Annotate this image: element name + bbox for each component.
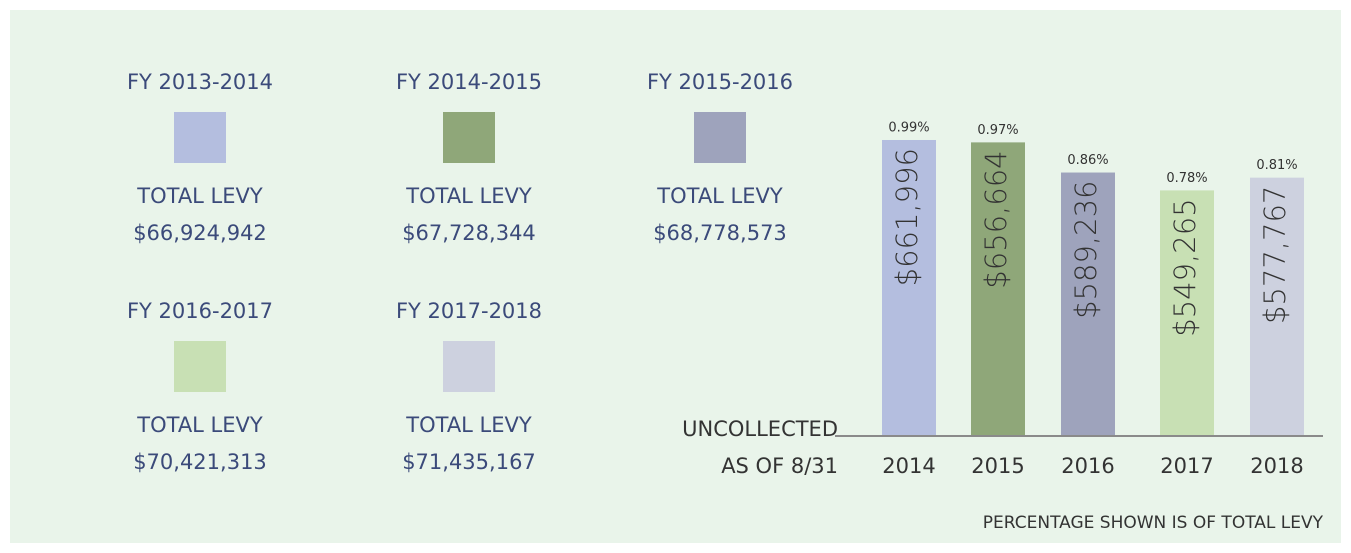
value-label: $577,767 bbox=[1258, 186, 1292, 324]
legend-name: FY 2013-2014 bbox=[127, 70, 273, 94]
percent-label: 0.78% bbox=[1166, 171, 1207, 186]
legend-swatch bbox=[443, 112, 495, 163]
x-tick-label: 2018 bbox=[1250, 454, 1303, 478]
x-tick-label: 2014 bbox=[882, 454, 935, 478]
percent-label: 0.97% bbox=[977, 123, 1018, 138]
footnote: PERCENTAGE SHOWN IS OF TOTAL LEVY bbox=[983, 513, 1324, 533]
value-label: $549,265 bbox=[1168, 198, 1202, 336]
bar bbox=[971, 142, 1025, 436]
legend-name: FY 2015-2016 bbox=[647, 70, 793, 94]
value-label: $589,236 bbox=[1069, 181, 1103, 319]
legend-total-label: TOTAL LEVY bbox=[136, 184, 263, 208]
legend-total-value: $67,728,344 bbox=[402, 221, 536, 245]
legend-total-value: $70,421,313 bbox=[133, 450, 267, 474]
legend-swatch bbox=[694, 112, 746, 163]
value-label: $661,996 bbox=[890, 148, 924, 286]
legend-name: FY 2017-2018 bbox=[396, 299, 542, 323]
x-label: UNCOLLECTED bbox=[682, 417, 838, 441]
x-tick-label: 2016 bbox=[1061, 454, 1114, 478]
legend-total-value: $66,924,942 bbox=[133, 221, 267, 245]
legend-name: FY 2016-2017 bbox=[127, 299, 273, 323]
legend-swatch bbox=[443, 341, 495, 392]
value-label: $656,664 bbox=[979, 150, 1013, 288]
x-tick-label: 2017 bbox=[1160, 454, 1213, 478]
percent-label: 0.99% bbox=[888, 120, 929, 135]
legend-total-value: $71,435,167 bbox=[402, 450, 536, 474]
x-label: AS OF 8/31 bbox=[721, 454, 838, 478]
legend-swatch bbox=[174, 112, 226, 163]
legend-name: FY 2014-2015 bbox=[396, 70, 542, 94]
legend-total-value: $68,778,573 bbox=[653, 221, 787, 245]
legend-swatch bbox=[174, 341, 226, 392]
percent-label: 0.81% bbox=[1256, 158, 1297, 173]
percent-label: 0.86% bbox=[1067, 153, 1108, 168]
legend-total-label: TOTAL LEVY bbox=[405, 413, 532, 437]
legend-total-label: TOTAL LEVY bbox=[656, 184, 783, 208]
x-tick-label: 2015 bbox=[971, 454, 1024, 478]
legend-total-label: TOTAL LEVY bbox=[405, 184, 532, 208]
bar bbox=[1061, 172, 1115, 436]
legend-total-label: TOTAL LEVY bbox=[136, 413, 263, 437]
bar bbox=[1160, 190, 1214, 436]
bar bbox=[882, 139, 936, 436]
bar bbox=[1250, 177, 1304, 436]
panel bbox=[10, 10, 1341, 543]
